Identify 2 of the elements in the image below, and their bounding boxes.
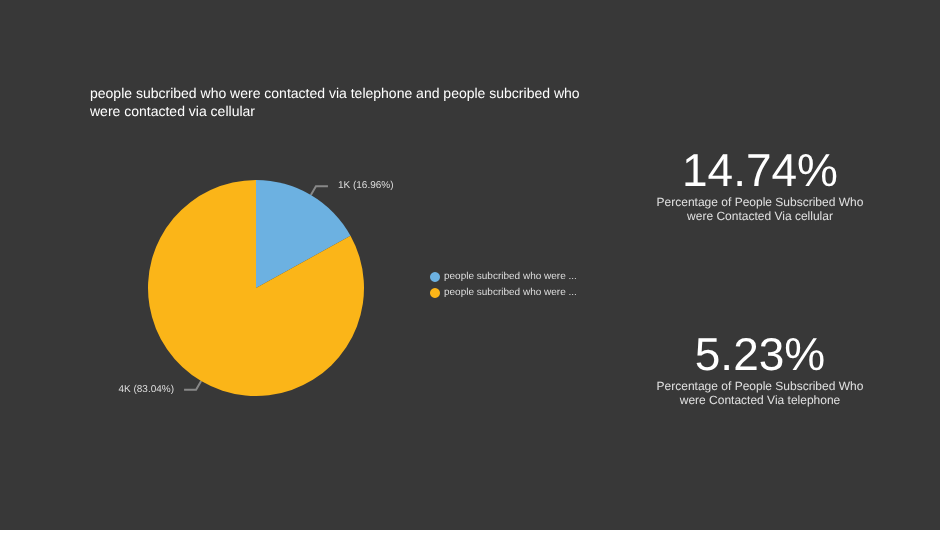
text: 5.23% xyxy=(692,328,828,380)
text: 14.74% xyxy=(679,144,840,196)
